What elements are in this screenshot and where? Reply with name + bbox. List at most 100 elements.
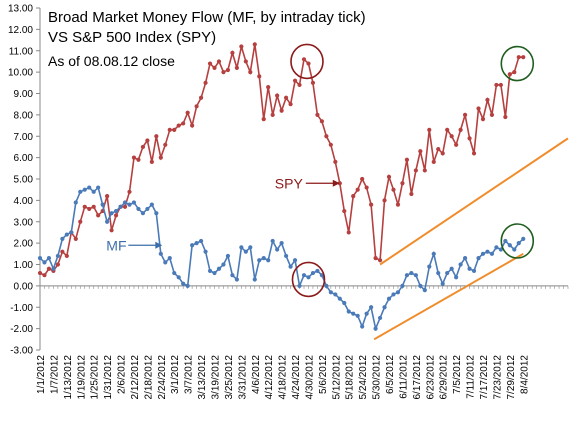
data-point-mf [427, 264, 432, 269]
data-point-mf [243, 249, 248, 254]
x-tick-label: 3/31/2012 [237, 355, 248, 400]
data-point-spy [485, 97, 490, 103]
data-point-spy [78, 219, 83, 224]
chart-title-line-3: As of 08.08.12 close [48, 53, 175, 69]
data-point-spy [462, 112, 468, 117]
x-tick-label: 6/11/2012 [398, 355, 409, 399]
data-point-spy [239, 44, 244, 49]
x-tick-label: 4/12/2012 [264, 355, 275, 400]
data-point-mf [158, 251, 163, 256]
y-tick-label: 8.00 [14, 110, 34, 121]
data-point-mf [476, 255, 481, 261]
data-point-mf [145, 206, 150, 212]
data-point-spy [154, 134, 159, 139]
data-point-spy [386, 174, 392, 179]
x-tick-label: 5/6/2012 [318, 355, 329, 394]
data-point-mf [454, 275, 459, 280]
data-point-spy [395, 202, 401, 207]
data-point-mf [96, 185, 101, 190]
data-point-spy [333, 159, 338, 164]
data-point-spy [512, 70, 517, 75]
data-point-spy [234, 65, 239, 70]
y-tick-label: 13.00 [8, 4, 33, 15]
data-point-mf [382, 305, 387, 310]
data-point-spy [252, 42, 257, 47]
plot-area: 13.00 12.00 11.00 10.00 9.00 8.00 7.00 6.00 5.00… [8, 4, 569, 400]
data-point-spy [185, 110, 190, 115]
data-point-spy [422, 168, 427, 173]
data-point-mf [364, 311, 369, 316]
data-point-mf [167, 255, 172, 261]
data-point-mf [198, 238, 204, 244]
data-point-mf [118, 204, 123, 209]
y-tick-label: 10.00 [8, 68, 33, 79]
y-tick-label: 11.00 [9, 46, 34, 57]
data-point-spy [297, 82, 302, 88]
data-point-mf [512, 247, 517, 252]
data-point-spy [489, 112, 495, 117]
data-point-spy [346, 230, 351, 235]
data-point-mf [46, 255, 52, 261]
y-tick-label: 4.00 [14, 196, 34, 207]
data-point-mf [422, 288, 427, 293]
data-point-spy [60, 249, 65, 254]
data-point-spy [373, 255, 378, 261]
x-tick-label: 6/17/2012 [412, 355, 423, 400]
data-point-mf [333, 292, 338, 297]
data-point-spy [64, 253, 69, 259]
x-tick-label: 6/5/2012 [385, 355, 396, 394]
data-point-mf [480, 251, 486, 256]
data-point-mf [337, 296, 342, 301]
data-point-spy [364, 185, 369, 190]
x-tick-label: 3/19/2012 [211, 355, 222, 400]
data-point-mf [498, 247, 503, 252]
y-tick-label: 12.00 [8, 25, 33, 36]
data-point-mf [377, 315, 383, 321]
data-point-spy [413, 168, 418, 173]
data-point-mf [346, 309, 351, 314]
x-tick-label: 1/7/2012 [49, 355, 60, 394]
data-point-spy [149, 159, 154, 164]
y-tick-label: 3.00 [14, 217, 34, 228]
data-point-mf [122, 200, 128, 205]
data-point-spy [498, 82, 503, 88]
x-tick-label: 2/6/2012 [117, 355, 128, 394]
data-point-spy [360, 176, 365, 182]
annotation-label-spy: SPY [275, 175, 304, 191]
data-point-spy [315, 112, 320, 117]
data-point-mf [301, 273, 307, 278]
x-tick-label: 5/30/2012 [372, 355, 383, 400]
annotation-arrowhead [332, 179, 340, 187]
data-point-spy [194, 104, 199, 109]
data-point-mf [471, 268, 477, 274]
data-point-mf [154, 211, 159, 216]
data-point-mf [100, 202, 105, 207]
data-point-spy [181, 121, 186, 126]
data-point-mf [113, 208, 119, 214]
highlight-circle [500, 45, 535, 82]
x-tick-label: 7/11/2012 [466, 355, 477, 399]
data-point-spy [167, 127, 172, 132]
data-point-spy [328, 142, 333, 147]
data-point-spy [458, 127, 463, 132]
data-point-spy [145, 138, 150, 143]
data-point-mf [292, 258, 298, 263]
chart-title-line-2: VS S&P 500 Index (SPY) [48, 29, 216, 46]
trendline-mf [373, 252, 524, 341]
x-tick-label: 7/23/2012 [492, 355, 503, 400]
data-point-spy [494, 82, 499, 88]
data-point-mf [516, 241, 521, 246]
data-point-mf [136, 206, 141, 212]
y-tick-label: 5.00 [14, 175, 34, 186]
data-point-mf [91, 189, 96, 194]
data-point-spy [140, 144, 146, 150]
y-tick-label: 1.00 [14, 260, 34, 271]
data-point-spy [87, 206, 92, 212]
highlight-circle [291, 261, 326, 298]
data-point-mf [310, 270, 316, 276]
data-point-spy [176, 123, 181, 128]
data-point-mf [203, 249, 208, 254]
data-point-spy [105, 194, 110, 199]
x-tick-label: 7/5/2012 [452, 355, 463, 394]
data-point-mf [172, 270, 177, 276]
